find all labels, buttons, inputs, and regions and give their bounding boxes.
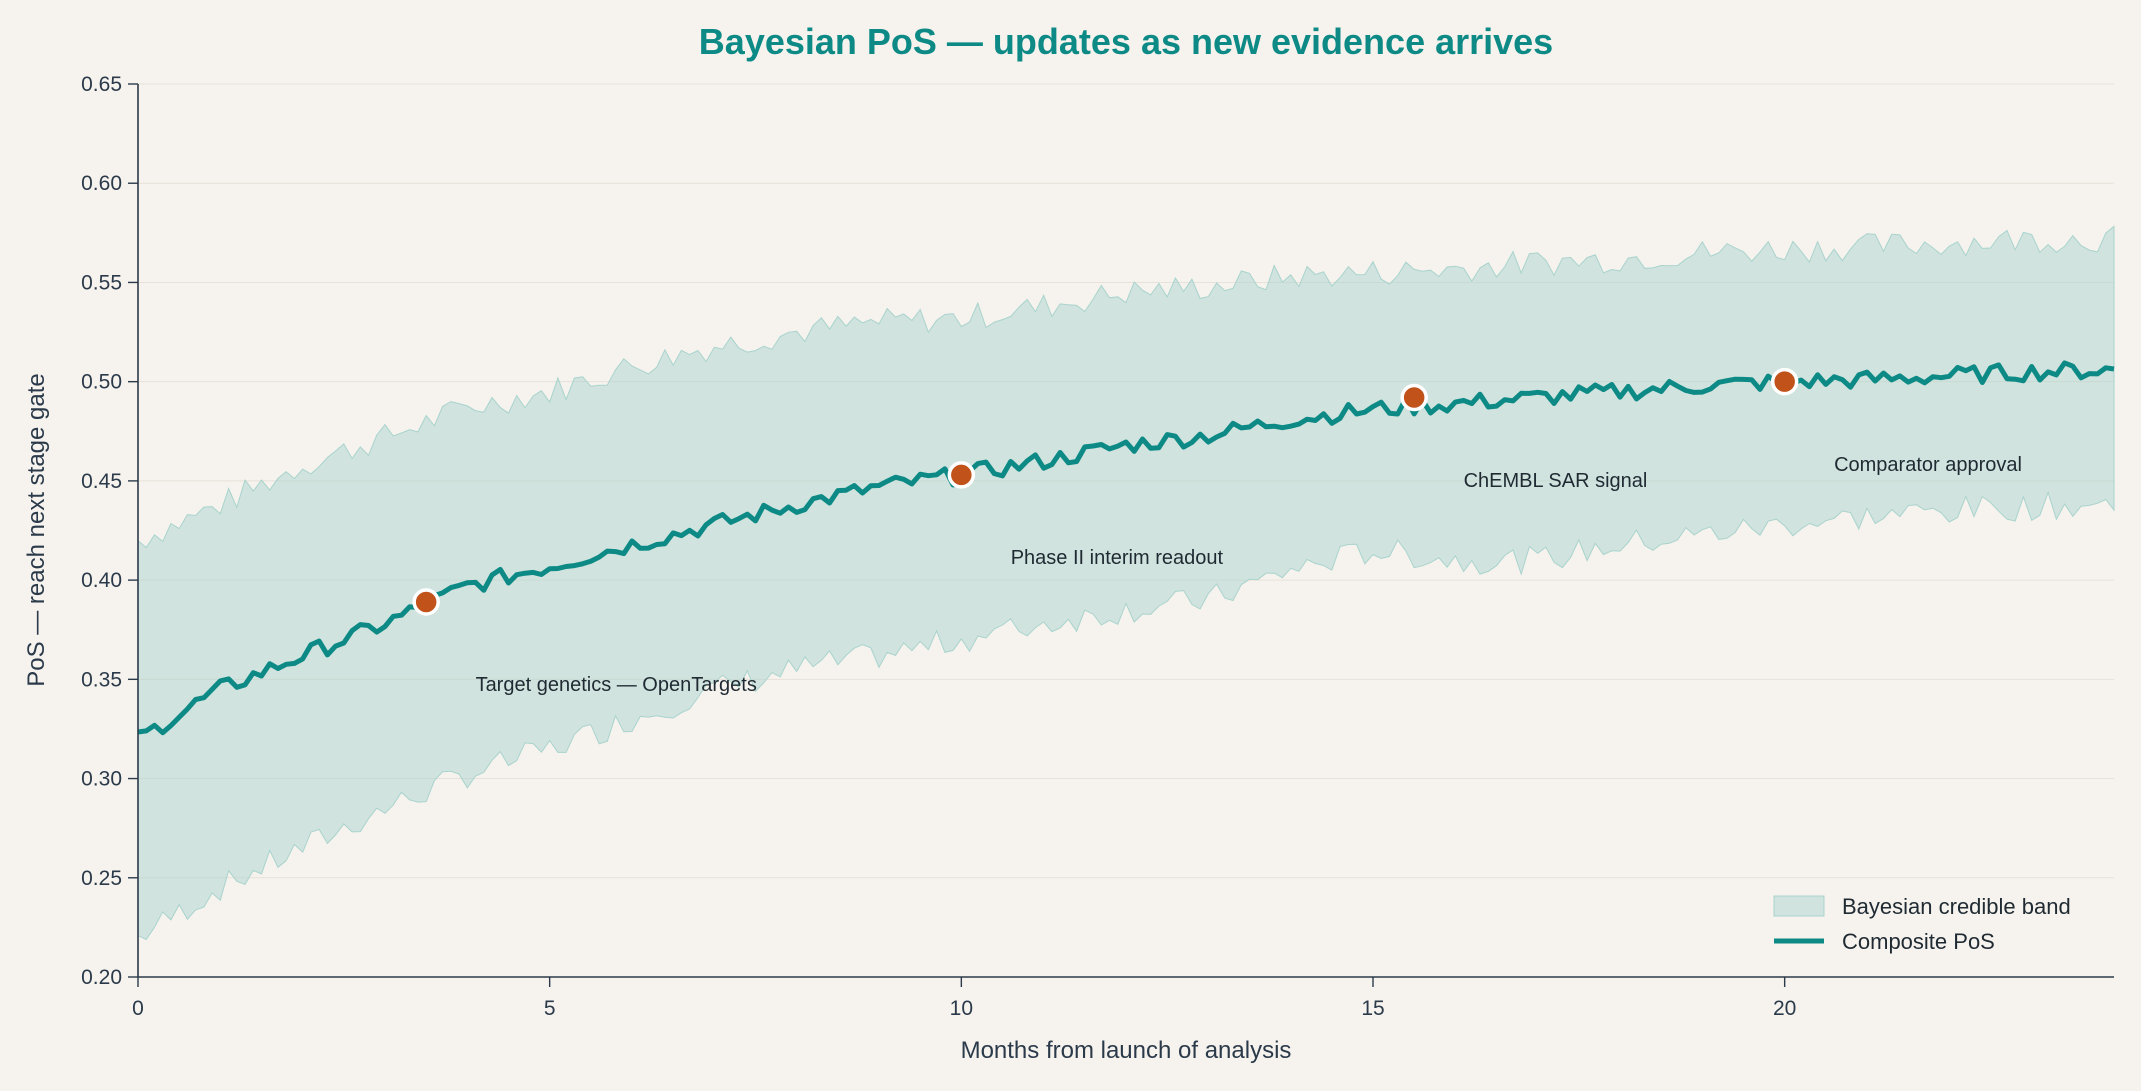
legend-band-swatch [1773, 895, 1825, 917]
y-tick-label: 0.65 [81, 73, 122, 96]
event-annotations-layer: Target genetics — OpenTargets Phase II in… [476, 454, 2022, 696]
event-annotation: Comparator approval [1834, 454, 2022, 476]
event-marker [947, 461, 976, 489]
legend: Bayesian credible band Composite PoS [1773, 894, 2071, 954]
x-tick-label: 5 [544, 997, 556, 1020]
event-annotation: Phase II interim readout [1011, 547, 1224, 569]
event-markers-layer [412, 367, 1799, 616]
credible-band-layer [137, 225, 2115, 941]
y-tick-label: 0.50 [81, 371, 122, 394]
y-axis-label: PoS — reach next stage gate [23, 373, 50, 687]
event-annotation: Target genetics — OpenTargets [476, 674, 757, 696]
legend-label: Bayesian credible band [1842, 894, 2071, 919]
x-tick-label: 0 [132, 997, 144, 1020]
y-tick-label: 0.55 [81, 271, 122, 294]
event-marker [412, 588, 440, 616]
x-tick-label: 10 [950, 997, 973, 1020]
axes: 0.20 0.25 0.30 0.35 0.40 0.45 0.50 0.55 0.60 0.65… [81, 73, 2114, 1020]
y-tick-label: 0.45 [81, 470, 122, 493]
x-tick-label: 15 [1361, 997, 1384, 1020]
credible-band [137, 225, 2115, 941]
y-tick-label: 0.35 [81, 668, 122, 691]
event-annotation: ChEMBL SAR signal [1464, 470, 1648, 492]
event-marker [1770, 367, 1799, 396]
y-tick-label: 0.60 [81, 172, 122, 195]
chart-title: Bayesian PoS — updates as new evidence a… [699, 21, 1553, 62]
x-tick-label: 20 [1773, 997, 1796, 1020]
y-tick-label: 0.30 [81, 768, 122, 791]
y-tick-label: 0.25 [81, 867, 122, 890]
y-tick-label: 0.40 [81, 569, 122, 592]
x-axis-label: Months from launch of analysis [961, 1037, 1292, 1064]
y-tick-label: 0.20 [81, 966, 122, 989]
event-marker [1400, 383, 1428, 412]
legend-label: Composite PoS [1842, 929, 1995, 954]
